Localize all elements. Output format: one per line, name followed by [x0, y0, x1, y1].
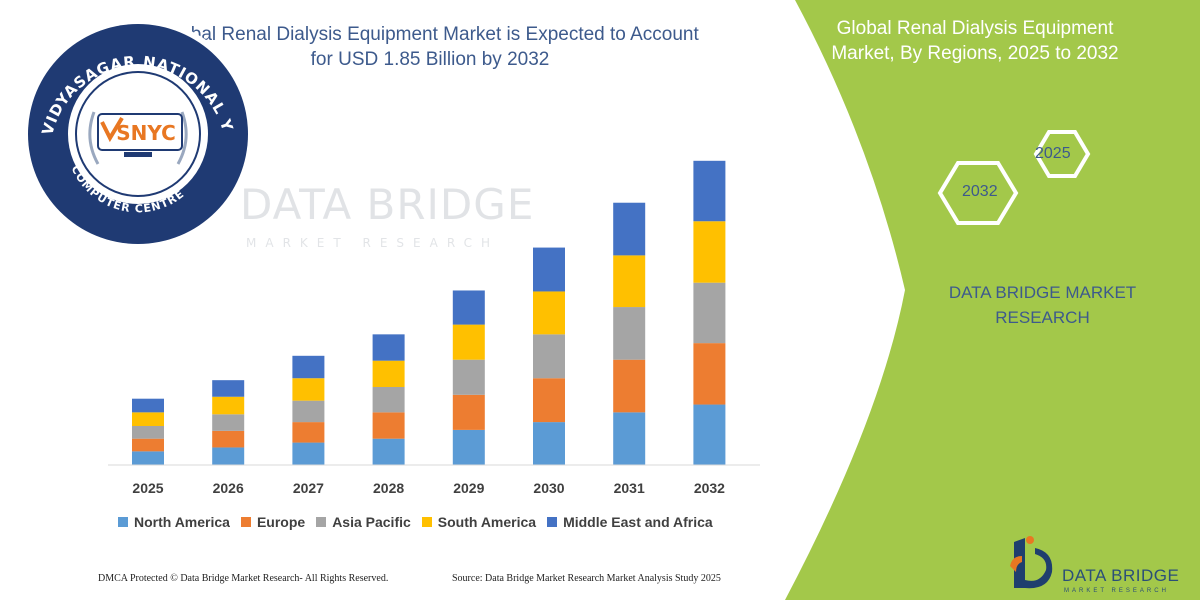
legend-swatch [316, 517, 327, 527]
bar-segment-2032-south-america [693, 221, 726, 283]
legend-item: Europe [240, 514, 306, 530]
footer-source: Source: Data Bridge Market Research Mark… [452, 573, 721, 584]
brand-tagline: MARKET RESEARCH [1064, 588, 1169, 594]
legend-item: Middle East and Africa [547, 514, 713, 530]
side-panel-shape [785, 0, 1200, 600]
bar-segment-2025-south-america [132, 412, 164, 426]
legend-swatch [240, 517, 251, 527]
side-panel-title: Global Renal Dialysis Equipment Market, … [820, 16, 1130, 66]
bar-segment-2031-asia-pacific [613, 307, 646, 360]
bar-segment-2032-north-america [693, 404, 726, 465]
bar-segment-2030-middle-east-and-africa [533, 247, 565, 292]
bar-segment-2032-middle-east-and-africa [693, 160, 726, 222]
chart-legend: North America Europe Asia Pacific South Ame… [118, 514, 724, 530]
bar-segment-2026-south-america [212, 396, 245, 415]
side-panel-brand-line2: RESEARCH [995, 308, 1090, 327]
bar-segment-2029-north-america [452, 429, 485, 465]
legend-label: North America [134, 514, 230, 530]
watermark-subtext: MARKET RESEARCH [246, 236, 499, 250]
bar-segment-2030-north-america [533, 422, 565, 465]
bar-segment-2030-south-america [533, 291, 565, 335]
legend-swatch [118, 517, 128, 527]
bar-segment-2028-south-america [372, 360, 405, 387]
x-tick-label: 2027 [292, 480, 324, 496]
x-tick-label: 2030 [533, 480, 565, 496]
legend-label: Asia Pacific [332, 514, 411, 530]
side-panel-brand: DATA BRIDGE MARKET RESEARCH [925, 280, 1160, 330]
watermark-text: DATA BRIDGE [240, 180, 535, 229]
hexagon-2032-label: 2032 [962, 183, 998, 200]
bar-segment-2032-europe [693, 343, 726, 405]
chart-title: Global Renal Dialysis Equipment Market i… [100, 22, 760, 72]
x-tick-label: 2026 [212, 480, 244, 496]
legend-label: Middle East and Africa [563, 514, 713, 530]
bar-segment-2027-europe [292, 422, 325, 443]
bar-segment-2026-middle-east-and-africa [212, 380, 245, 397]
x-tick-label: 2025 [132, 480, 164, 496]
hexagon-2025 [1033, 130, 1091, 178]
legend-item: Asia Pacific [316, 514, 411, 530]
x-tick-label: 2028 [373, 480, 405, 496]
snyc-logo: SNYC VIDYASAGAR NATIONAL YOUTH COMPUTER … [18, 14, 254, 250]
bar-segment-2025-north-america [132, 451, 164, 465]
hexagon-2032 [937, 161, 1019, 225]
bar-segment-2032-asia-pacific [693, 282, 726, 344]
bar-segment-2029-europe [452, 394, 485, 430]
data-bridge-logo-icon [1010, 536, 1053, 589]
x-tick-label: 2029 [453, 480, 485, 496]
bar-segment-2029-south-america [452, 324, 485, 360]
bar-segment-2026-europe [212, 430, 245, 448]
bar-segment-2028-middle-east-and-africa [372, 334, 405, 361]
legend-item: North America [118, 514, 230, 530]
legend-item: South America [421, 514, 537, 530]
bar-segment-2026-north-america [212, 447, 245, 465]
footer-copyright: DMCA Protected © Data Bridge Market Rese… [98, 573, 389, 584]
bar-segment-2028-asia-pacific [372, 387, 405, 413]
side-panel-brand-line1: DATA BRIDGE MARKET [948, 283, 1137, 302]
bar-segment-2028-north-america [372, 438, 405, 465]
bar-segment-2025-asia-pacific [132, 426, 164, 439]
bar-segment-2025-europe [132, 438, 164, 452]
bar-segment-2029-asia-pacific [452, 359, 485, 395]
bar-segment-2030-asia-pacific [533, 334, 565, 379]
bar-segment-2031-north-america [613, 412, 646, 465]
side-panel-title-line1: Global Renal Dialysis Equipment [836, 18, 1114, 39]
bar-segment-2027-north-america [292, 442, 325, 465]
bar-segment-2026-asia-pacific [212, 414, 245, 431]
legend-label: Europe [256, 514, 306, 530]
hexagon-2025-label: 2025 [1035, 145, 1071, 162]
bar-segment-2031-europe [613, 359, 646, 413]
x-tick-label: 2032 [693, 480, 725, 496]
bar-segment-2027-asia-pacific [292, 400, 325, 423]
legend-label: South America [437, 514, 537, 530]
legend-swatch [547, 517, 558, 527]
bar-segment-2031-south-america [613, 255, 646, 308]
bar-segment-2027-south-america [292, 378, 325, 401]
bar-segment-2031-middle-east-and-africa [613, 202, 646, 256]
bar-segment-2029-middle-east-and-africa [452, 290, 485, 325]
bar-segment-2025-middle-east-and-africa [132, 398, 164, 413]
chart-title-line1: Global Renal Dialysis Equipment Market i… [161, 24, 699, 45]
bars-group [132, 160, 726, 465]
legend-swatch [421, 517, 432, 527]
side-panel-title-line2: Market, By Regions, 2025 to 2032 [831, 43, 1119, 64]
chart-title-line2: for USD 1.85 Billion by 2032 [310, 49, 550, 70]
brand-name: DATA BRIDGE [1062, 566, 1180, 585]
bar-segment-2030-europe [533, 378, 565, 423]
bar-segment-2028-europe [372, 412, 405, 439]
bar-segment-2027-middle-east-and-africa [292, 355, 325, 379]
laurel-icon [88, 111, 188, 165]
logo-badge: SNYC [116, 121, 176, 145]
x-tick-label: 2031 [613, 480, 645, 496]
monitor-check-icon [100, 116, 124, 143]
